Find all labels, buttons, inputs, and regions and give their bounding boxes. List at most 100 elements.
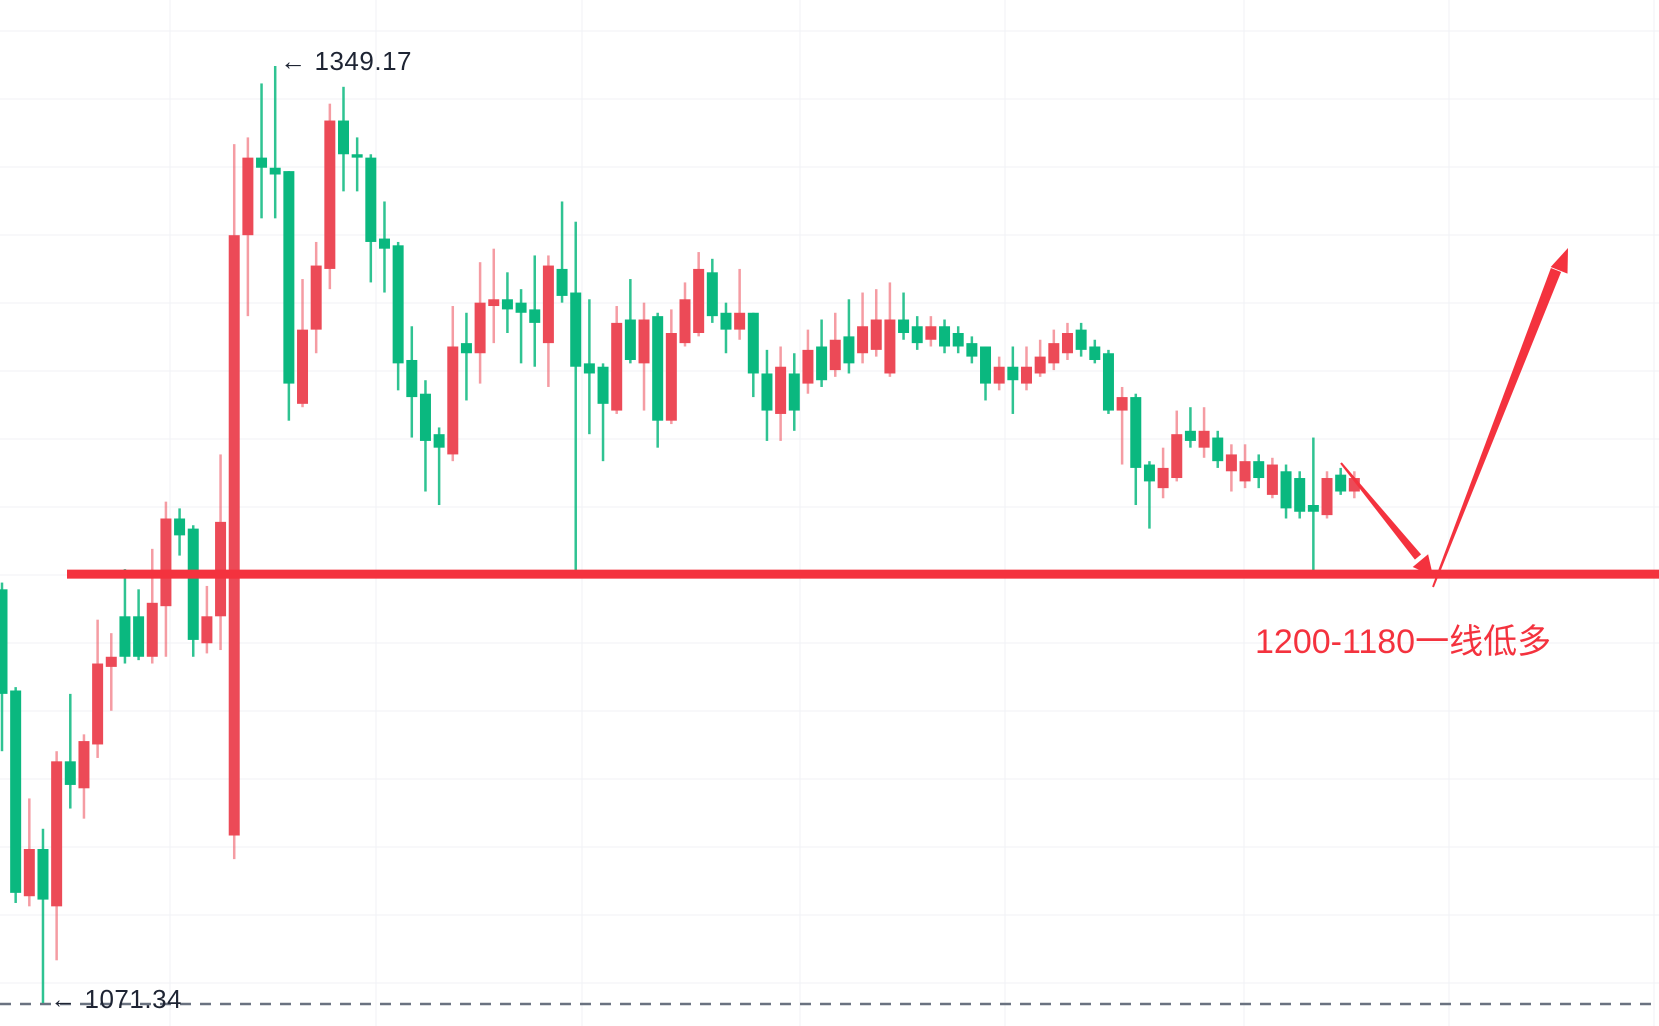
candle-down	[993, 366, 1005, 384]
candle-up	[788, 373, 800, 411]
candle-down	[829, 339, 841, 371]
candle-up	[761, 373, 773, 411]
candle-up	[939, 326, 951, 347]
candle-up	[1335, 474, 1347, 492]
candle-up	[433, 434, 445, 448]
candle-up	[583, 363, 595, 374]
candle-down	[884, 319, 896, 374]
candle-up	[1089, 346, 1101, 360]
left-arrow-icon: ←	[280, 46, 307, 76]
candle-down	[1239, 461, 1251, 482]
left-arrow-icon: ←	[50, 984, 77, 1014]
candle-wick	[260, 83, 263, 219]
candle-up	[460, 343, 472, 354]
candle-wick	[902, 292, 905, 340]
candle-up	[392, 245, 404, 364]
down-arrow-shaft[interactable]	[1340, 462, 1422, 560]
candle-down	[242, 157, 254, 236]
candle-up	[911, 326, 923, 344]
candle-wick	[110, 633, 113, 711]
candle-down	[51, 761, 63, 907]
candle-down	[297, 329, 309, 404]
up-arrow-head-icon[interactable]	[1550, 248, 1568, 274]
candle-down	[215, 521, 227, 617]
candle-up	[570, 292, 582, 367]
candle-down	[611, 322, 623, 411]
candle-down	[1321, 478, 1333, 516]
candle-up	[64, 761, 76, 785]
candle-down	[1021, 366, 1032, 384]
candle-down	[1348, 478, 1360, 492]
candle-down	[474, 302, 486, 354]
candle-up	[283, 171, 295, 384]
candle-wick	[574, 221, 577, 573]
candle-up	[10, 690, 22, 893]
candle-down	[693, 268, 705, 334]
candle-down	[23, 849, 35, 897]
candle-down	[679, 299, 691, 344]
candle-up	[843, 336, 855, 364]
candle-down	[734, 312, 746, 330]
candle-down	[447, 346, 459, 455]
candle-up	[406, 359, 418, 398]
candle-wick	[738, 268, 741, 340]
candle-up	[351, 154, 363, 158]
down-arrow-head-icon[interactable]	[1412, 554, 1433, 576]
candle-wick	[1148, 461, 1151, 529]
candle-down	[146, 602, 158, 657]
candle-wick	[41, 828, 45, 1003]
candle-up	[624, 319, 636, 360]
candle-up	[747, 312, 759, 374]
candle-up	[256, 157, 268, 168]
candle-up	[0, 589, 8, 694]
high-price-value: 1349.17	[314, 46, 412, 76]
candle-wick	[1189, 407, 1192, 448]
candle-down	[1157, 467, 1169, 489]
low-price-value: 1071.34	[84, 984, 182, 1014]
candle-down	[870, 319, 882, 350]
high-price-callout: ← 1349.17	[280, 46, 412, 77]
candle-up	[556, 268, 568, 296]
candle-down	[105, 656, 117, 667]
candle-wick	[601, 363, 605, 462]
candle-wick	[355, 137, 359, 192]
candle-wick	[465, 312, 468, 401]
up-arrow-shaft[interactable]	[1432, 268, 1562, 588]
candle-down	[638, 319, 650, 364]
candle-up	[1075, 329, 1087, 350]
candle-up	[1280, 471, 1292, 509]
candle-down	[1116, 397, 1128, 411]
candle-up	[37, 849, 49, 900]
candle-down	[201, 616, 213, 644]
candle-up	[1307, 505, 1319, 512]
candle-up	[133, 616, 145, 657]
candle-up	[1130, 397, 1142, 468]
candle-wick	[437, 427, 441, 506]
candle-down	[857, 326, 869, 354]
candle-wick	[69, 693, 72, 809]
candle-down	[775, 366, 787, 414]
candle-up	[952, 333, 964, 347]
candle-up	[515, 302, 527, 313]
candle-up	[187, 528, 199, 640]
candle-up	[816, 346, 828, 381]
candle-up	[378, 238, 390, 249]
candle-up	[1143, 464, 1155, 482]
candle-down	[1048, 343, 1060, 364]
candle-down	[92, 663, 104, 745]
candle-down	[78, 741, 90, 789]
candle-down	[324, 120, 336, 269]
candle-up	[338, 120, 349, 155]
candle-up	[720, 312, 732, 330]
candle-down	[1034, 356, 1046, 374]
candle-down	[1171, 434, 1183, 479]
annotation-text[interactable]: 1200-1180一线低多	[1255, 623, 1552, 661]
candle-up	[174, 518, 186, 536]
candle-down	[228, 235, 240, 836]
candle-down	[1061, 333, 1073, 354]
candle-up	[1212, 437, 1224, 462]
support-line-drawing[interactable]	[67, 569, 1659, 579]
candle-down	[542, 265, 554, 344]
